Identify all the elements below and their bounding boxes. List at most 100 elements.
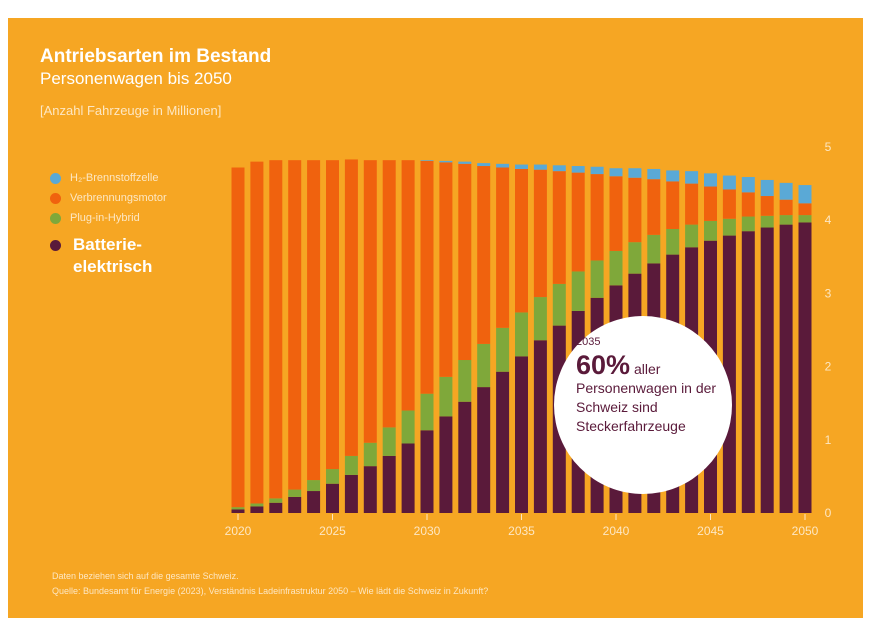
legend-item-phev: Plug-in-Hybrid <box>50 212 140 224</box>
bar-2028-series-1 <box>382 427 396 456</box>
callout-description: aller Personenwagen in der Schweiz sind … <box>576 361 717 434</box>
bar-2022-series-1 <box>269 498 283 503</box>
bar-2035-series-3 <box>515 164 528 169</box>
y-axis-ticks: 0 1 2 3 4 5 <box>825 140 832 520</box>
bar-2040-series-3 <box>609 168 623 177</box>
bar-2025-series-2 <box>326 160 339 470</box>
bar-2035-series-1 <box>515 312 528 357</box>
chart-title: Antriebsarten im Bestand <box>40 46 272 67</box>
bar-2037-series-3 <box>552 165 566 172</box>
y-tick-label-2: 2 <box>825 360 832 374</box>
bar-2050-series-3 <box>798 185 812 204</box>
legend-label-h2: H₂-Brennstoffzelle <box>70 172 159 184</box>
x-tick-label-2020: 2020 <box>225 524 252 538</box>
bar-2031-series-2 <box>439 162 453 377</box>
bar-2035-series-2 <box>515 168 528 313</box>
bar-2039-series-1 <box>590 260 604 298</box>
bar-2038-series-1 <box>571 271 585 311</box>
x-tick-label-2045: 2045 <box>697 524 724 538</box>
bar-2037-series-1 <box>552 283 566 326</box>
legend-swatch-bev <box>50 240 61 251</box>
bar-2020-series-0 <box>231 509 245 513</box>
bar-2046-series-1 <box>722 218 736 236</box>
bar-2021-series-0 <box>250 506 264 513</box>
legend-item-bev: Batterie- elektrisch <box>50 234 190 278</box>
bar-2030-series-3 <box>420 160 434 161</box>
y-tick-label-0: 0 <box>825 506 832 520</box>
bar-2045-series-2 <box>704 186 717 221</box>
bar-2026-series-1 <box>344 455 358 475</box>
bar-2046-series-0 <box>722 235 736 513</box>
bar-2042-series-3 <box>647 168 661 180</box>
y-tick-label-1: 1 <box>825 433 832 447</box>
bar-2022-series-0 <box>269 502 283 513</box>
bar-2022-series-2 <box>269 160 283 499</box>
y-tick-label-4: 4 <box>825 213 832 227</box>
bar-2032-series-0 <box>458 401 472 513</box>
legend-swatch-h2 <box>50 172 61 184</box>
bar-2029-series-2 <box>401 160 415 411</box>
bar-2028-series-2 <box>382 160 396 428</box>
bar-2029-series-1 <box>401 410 415 444</box>
y-tick-label-5: 5 <box>825 140 832 154</box>
bar-2032-series-1 <box>458 360 472 402</box>
bar-2036-series-3 <box>533 164 547 170</box>
callout-text: 60% aller Personenwagen in der Schweiz s… <box>576 352 726 436</box>
bar-2039-series-2 <box>590 174 604 261</box>
legend-label-verbrennung: Verbrennungsmotor <box>70 192 167 204</box>
bar-2049-series-1 <box>779 215 793 225</box>
bar-2020-series-2 <box>231 167 245 508</box>
callout-circle: 2035 60% aller Personenwagen in der Schw… <box>554 316 732 494</box>
bar-2026-series-2 <box>344 159 358 456</box>
bar-2048-series-3 <box>760 179 774 197</box>
x-tick-label-2030: 2030 <box>414 524 441 538</box>
bar-2024-series-1 <box>307 480 321 492</box>
bar-2034-series-0 <box>496 371 510 513</box>
chart-unit-label: [Anzahl Fahrzeuge in Millionen] <box>40 103 222 118</box>
bar-2036-series-1 <box>533 297 547 341</box>
bar-2030-series-0 <box>420 430 434 513</box>
bar-2035-series-0 <box>515 356 528 513</box>
bar-2043-series-3 <box>666 170 680 182</box>
bar-2029-series-0 <box>401 443 415 513</box>
bar-group <box>231 159 812 513</box>
bar-2032-series-3 <box>458 161 472 164</box>
bar-2026-series-0 <box>344 474 358 513</box>
bar-2034-series-2 <box>496 167 510 328</box>
bar-2043-series-1 <box>666 228 680 255</box>
bar-2027-series-0 <box>363 466 377 513</box>
bar-2041-series-2 <box>628 177 642 243</box>
bar-2024-series-0 <box>307 491 321 513</box>
bar-2030-series-2 <box>420 160 434 394</box>
x-axis-ticks: 2020 2025 2030 2035 2040 2045 2050 <box>225 514 819 538</box>
bar-2047-series-3 <box>741 177 755 193</box>
bar-2034-series-3 <box>496 163 510 168</box>
footnote: Daten beziehen sich auf die gesamte Schw… <box>52 571 239 581</box>
x-tick-label-2050: 2050 <box>792 524 819 538</box>
callout-percent: 60% <box>576 350 631 380</box>
bar-2031-series-1 <box>439 376 453 417</box>
bar-2036-series-0 <box>533 340 547 513</box>
bar-2044-series-3 <box>685 171 699 184</box>
bar-2039-series-3 <box>590 166 604 175</box>
chart-card <box>8 18 863 618</box>
bar-2049-series-2 <box>779 199 793 216</box>
bar-2047-series-2 <box>741 192 755 217</box>
x-tick-label-2025: 2025 <box>319 524 346 538</box>
bar-2038-series-3 <box>571 166 585 173</box>
bar-2032-series-2 <box>458 163 472 361</box>
bar-2040-series-2 <box>609 176 623 251</box>
chart-subtitle: Personenwagen bis 2050 <box>40 69 232 88</box>
bar-2037-series-2 <box>552 171 566 284</box>
legend-item-verbrennung: Verbrennungsmotor <box>50 192 167 204</box>
bar-2021-series-2 <box>250 161 264 504</box>
legend-swatch-phev <box>50 212 61 224</box>
bar-2048-series-2 <box>760 196 774 216</box>
bar-2041-series-1 <box>628 242 642 274</box>
legend-label-bev: Batterie- elektrisch <box>73 235 153 276</box>
callout-year: 2035 <box>576 336 601 348</box>
bar-2048-series-1 <box>760 215 774 228</box>
bar-2046-series-2 <box>722 189 736 219</box>
bar-2042-series-1 <box>647 234 661 264</box>
